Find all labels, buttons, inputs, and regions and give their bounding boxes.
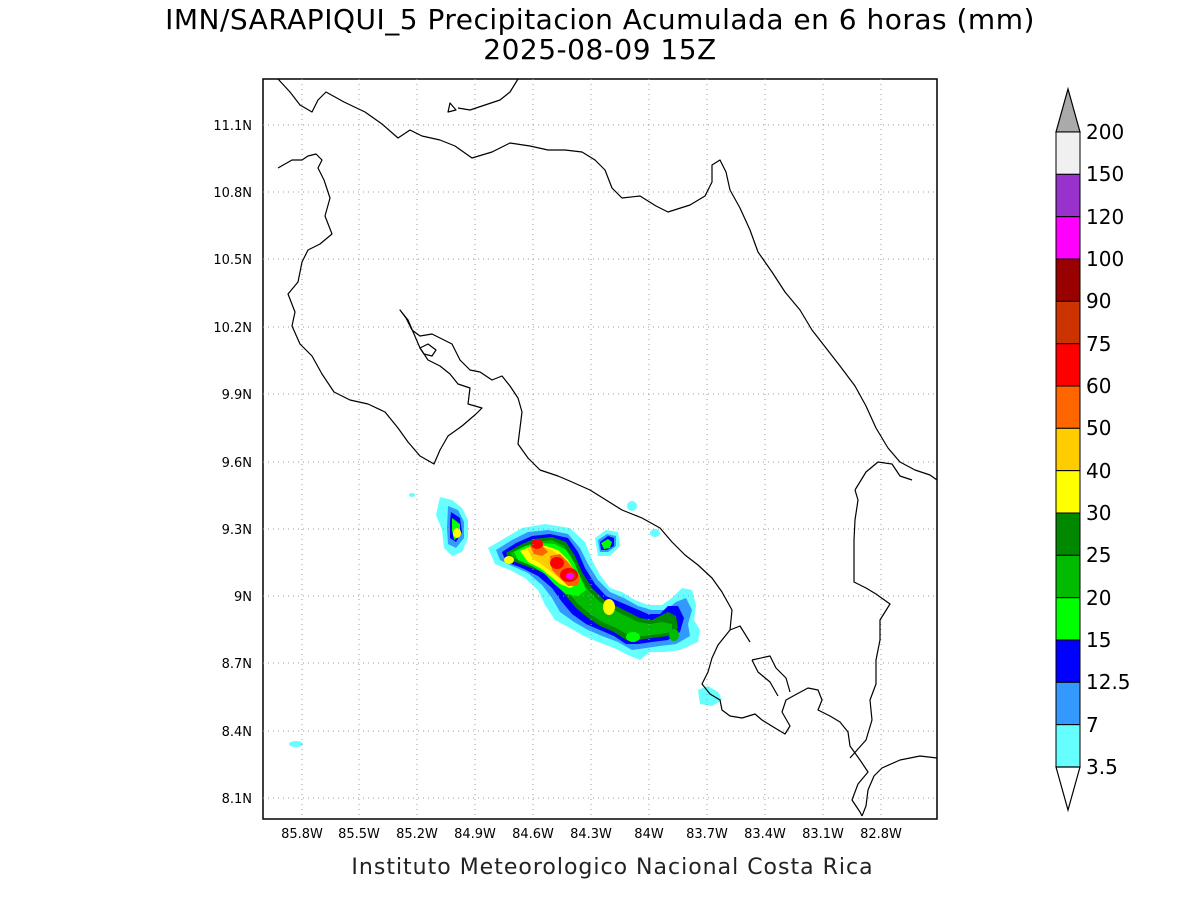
- legend-label: 7: [1086, 713, 1099, 737]
- lon-label: 82.8W: [860, 827, 902, 842]
- lon-label: 83.4W: [744, 827, 786, 842]
- legend-color-box: [1055, 258, 1081, 302]
- lat-label: 9.6N: [222, 456, 252, 471]
- lon-label: 83.7W: [686, 827, 728, 842]
- legend-color-box: [1055, 300, 1081, 345]
- precipitation-field: [289, 493, 722, 747]
- lon-label: 83.1W: [802, 827, 844, 842]
- legend-color-box: [1055, 554, 1081, 599]
- lat-label: 9.3N: [222, 523, 252, 538]
- legend-overflow-arrow: [1055, 86, 1081, 133]
- legend-color-box: [1055, 470, 1081, 514]
- legend-color-box: [1055, 681, 1081, 726]
- legend-label: 90: [1086, 289, 1111, 313]
- longitude-labels: 85.8W 85.5W 85.2W 84.9W 84.6W 84.3W 84W …: [281, 827, 902, 842]
- lat-label: 8.4N: [222, 725, 252, 740]
- legend-label: 120: [1086, 205, 1124, 229]
- footer-credit: Instituto Meteorologico Nacional Costa R…: [351, 855, 874, 880]
- legend-underflow-arrow: [1055, 766, 1081, 813]
- legend-color-box: [1055, 597, 1081, 641]
- legend-color-box: [1055, 724, 1081, 768]
- legend-label: 25: [1086, 543, 1111, 567]
- graticule: [263, 79, 937, 819]
- lon-label: 85.5W: [338, 827, 380, 842]
- plot-frame: [262, 78, 938, 820]
- map-title: IMN/SARAPIQUI_5 Precipitacion Acumulada …: [165, 3, 1035, 36]
- lon-label: 85.2W: [396, 827, 438, 842]
- legend-color-box: [1055, 131, 1081, 175]
- lon-label: 84.6W: [512, 827, 554, 842]
- legend-labels: 200 150 120 100 90 75 60 50 40 30 25 20 …: [1086, 120, 1131, 779]
- latitude-labels: 11.1N 10.8N 10.5N 10.2N 9.9N 9.6N 9.3N 9…: [213, 119, 252, 807]
- lat-label: 8.7N: [222, 657, 252, 672]
- lon-label: 84.3W: [570, 827, 612, 842]
- legend-color-box: [1055, 343, 1081, 387]
- legend-label: 60: [1086, 374, 1111, 398]
- lon-label: 84W: [634, 827, 664, 842]
- legend-label: 20: [1086, 586, 1111, 610]
- legend-label: 200: [1086, 120, 1124, 144]
- lat-label: 10.8N: [213, 186, 252, 201]
- map-valid-time: 2025-08-09 15Z: [483, 33, 717, 66]
- legend-label: 75: [1086, 332, 1111, 356]
- legend-label: 50: [1086, 416, 1111, 440]
- lon-label: 85.8W: [281, 827, 323, 842]
- legend-color-box: [1055, 385, 1081, 429]
- lat-label: 9.9N: [222, 388, 252, 403]
- legend-color-box: [1055, 639, 1081, 683]
- legend-label: 15: [1086, 628, 1111, 652]
- coastlines: [277, 78, 938, 817]
- lat-label: 10.2N: [213, 321, 252, 336]
- lat-label: 8.1N: [222, 792, 252, 807]
- legend-label: 30: [1086, 501, 1111, 525]
- lat-label: 10.5N: [213, 253, 252, 268]
- lat-label: 9N: [234, 590, 252, 605]
- legend-label: 40: [1086, 459, 1111, 483]
- legend-label: 150: [1086, 162, 1124, 186]
- legend-color-box: [1055, 216, 1081, 260]
- legend-label: 12.5: [1086, 670, 1131, 694]
- legend-color-box: [1055, 173, 1081, 218]
- lat-label: 11.1N: [213, 119, 252, 134]
- legend-color-box: [1055, 512, 1081, 556]
- lon-label: 84.9W: [454, 827, 496, 842]
- color-legend: 200 150 120 100 90 75 60 50 40 30 25 20 …: [1055, 86, 1131, 813]
- legend-label: 3.5: [1086, 755, 1118, 779]
- legend-color-box: [1055, 427, 1081, 472]
- legend-label: 100: [1086, 247, 1124, 271]
